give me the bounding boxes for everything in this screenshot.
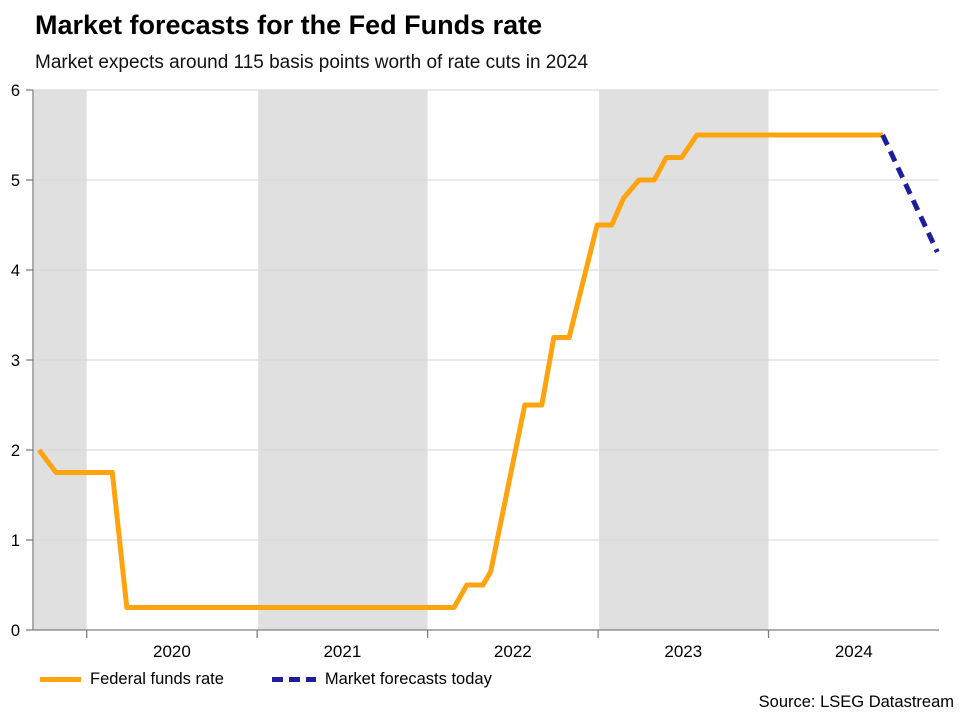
market-forecast-dashed-line	[880, 133, 940, 254]
x-tick-label-2021: 2021	[323, 642, 361, 661]
chart-subtitle: Market expects around 115 basis points w…	[35, 52, 589, 73]
y-tick-label: 1	[11, 532, 20, 550]
dashed-line-swatch-icon	[271, 677, 316, 682]
x-tick-label-2023: 2023	[664, 642, 702, 661]
solid-line-swatch-icon	[40, 677, 81, 682]
federal-funds-rate-line	[37, 132, 883, 610]
y-tick-label: 4	[11, 262, 20, 280]
x-tick-label-2022: 2022	[494, 642, 532, 661]
legend-label: Federal funds rate	[90, 670, 224, 688]
y-tick-label: 0	[11, 622, 20, 640]
y-tick-label: 2	[11, 442, 20, 460]
source-attribution: Source: LSEG Datastream	[758, 693, 954, 711]
x-tick-label-2024: 2024	[835, 642, 873, 661]
chart-title: Market forecasts for the Fed Funds rate	[35, 10, 543, 40]
y-tick-label: 3	[11, 352, 20, 370]
legend-item-federal-funds-rate: Federal funds rate	[40, 670, 224, 689]
y-tick-label: 5	[11, 172, 20, 190]
x-tick-label-2020: 2020	[153, 642, 191, 661]
y-tick-label: 6	[11, 82, 20, 100]
legend-label: Market forecasts today	[324, 670, 492, 688]
legend-item-market-forecasts: Market forecasts today	[271, 670, 492, 689]
legend: Federal funds rate Market forecasts toda…	[40, 670, 492, 689]
